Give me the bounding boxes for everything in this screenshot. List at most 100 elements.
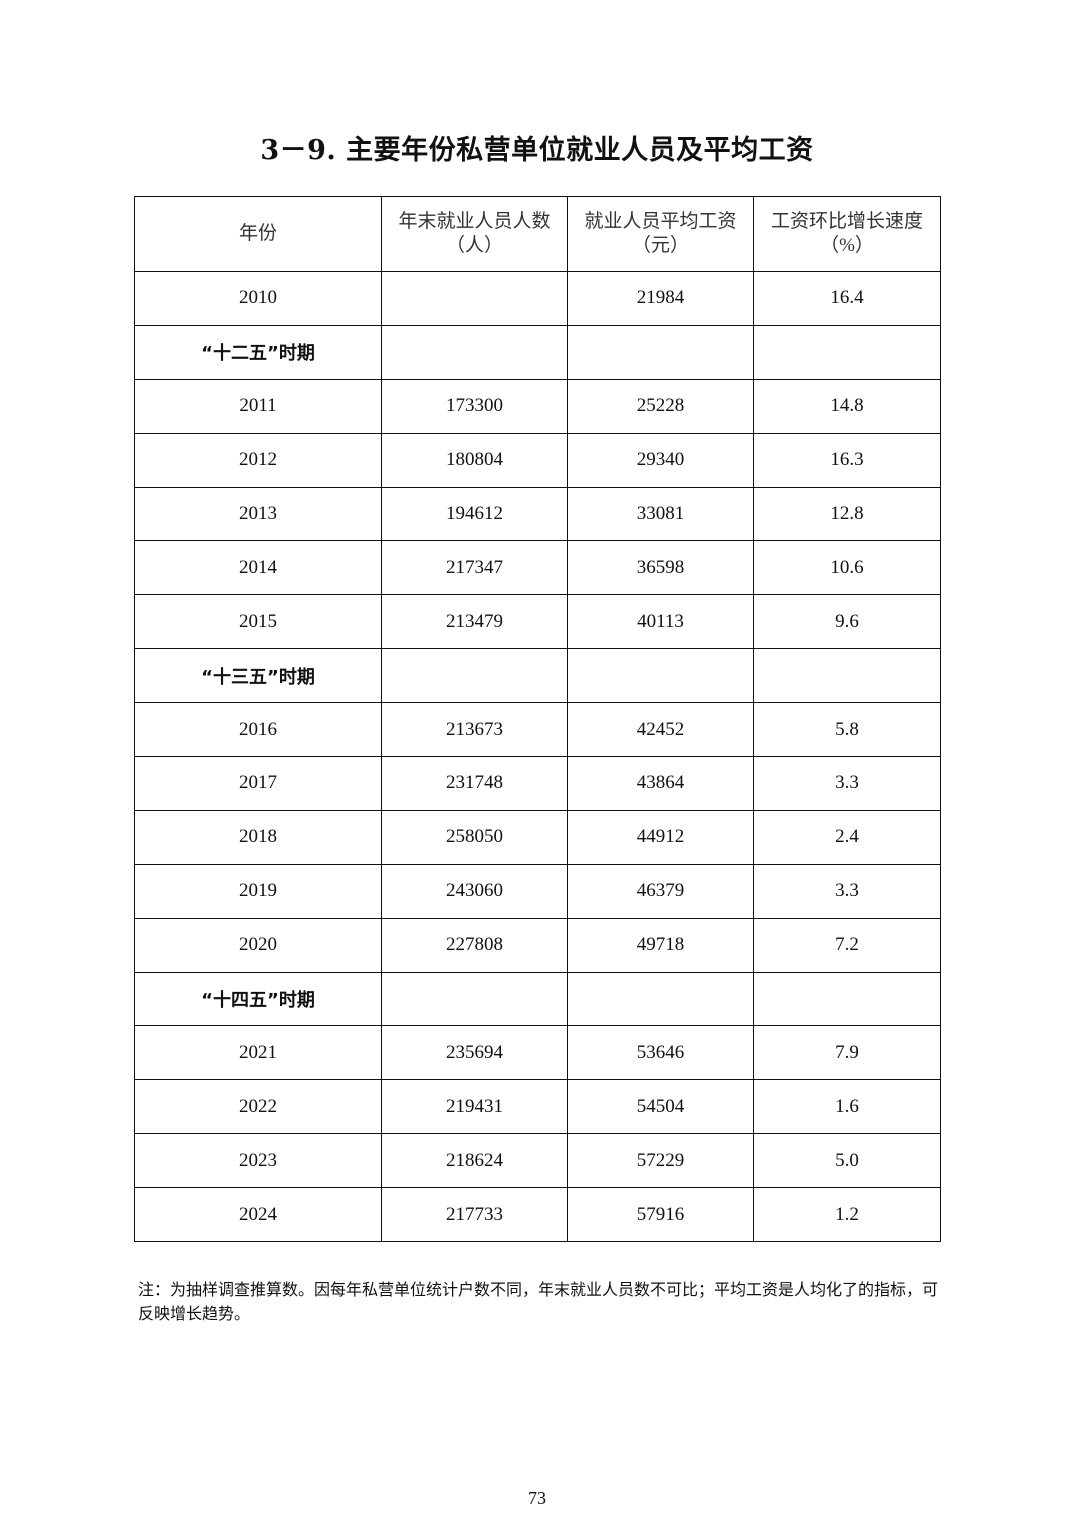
- cell-employees: 217733: [381, 1187, 568, 1243]
- header-label: 就业人员平均工资: [584, 211, 737, 232]
- period-label: “十二五”时期: [134, 324, 382, 380]
- cell-avg-wage: 21984: [567, 271, 754, 326]
- cell-employees: 258050: [381, 809, 568, 865]
- cell-year: 2016: [134, 702, 382, 758]
- table-row: 2020 227808 49718 7.2: [134, 917, 941, 973]
- cell-avg-wage: 57229: [567, 1133, 754, 1189]
- cell-growth: 10.6: [753, 540, 941, 596]
- cell-avg-wage: 57916: [567, 1187, 754, 1243]
- cell-avg-wage: 33081: [567, 486, 754, 542]
- data-table: 年份 年末就业人员人数 （人） 就业人员平均工资 （元） 工资环比增长速度 （%） 2…: [134, 196, 941, 1243]
- period-row: “十三五”时期: [134, 648, 941, 704]
- cell-year: 2024: [134, 1187, 382, 1243]
- page-number: 73: [528, 1488, 546, 1508]
- cell-avg-wage: [567, 971, 754, 1027]
- cell-employees: 213673: [381, 702, 568, 758]
- cell-growth: 3.3: [753, 756, 941, 811]
- header-label: 工资环比增长速度: [770, 211, 923, 232]
- cell-employees: [381, 271, 568, 326]
- table-row: 2017 231748 43864 3.3: [134, 756, 941, 811]
- cell-avg-wage: 40113: [567, 594, 754, 650]
- cell-growth: 2.4: [753, 809, 941, 865]
- cell-growth: 14.8: [753, 378, 941, 434]
- table-row: 2019 243060 46379 3.3: [134, 863, 941, 919]
- cell-growth: 5.0: [753, 1133, 941, 1189]
- page-title: 3－9. 主要年份私营单位就业人员及平均工资: [260, 135, 814, 166]
- cell-year: 2023: [134, 1133, 382, 1189]
- table-row: 2012 180804 29340 16.3: [134, 432, 941, 488]
- cell-year: 2021: [134, 1025, 382, 1081]
- cell-avg-wage: 36598: [567, 540, 754, 596]
- cell-growth: 5.8: [753, 702, 941, 758]
- period-label: “十三五”时期: [134, 648, 382, 704]
- cell-avg-wage: 53646: [567, 1025, 754, 1081]
- cell-growth: 16.3: [753, 432, 941, 488]
- cell-growth: 7.9: [753, 1025, 941, 1081]
- cell-avg-wage: 42452: [567, 702, 754, 758]
- table-row: 2024 217733 57916 1.2: [134, 1187, 941, 1243]
- cell-year: 2022: [134, 1079, 382, 1135]
- cell-year: 2013: [134, 486, 382, 542]
- cell-employees: 235694: [381, 1025, 568, 1081]
- cell-employees: [381, 648, 568, 704]
- cell-employees: 218624: [381, 1133, 568, 1189]
- period-row: “十四五”时期: [134, 971, 941, 1027]
- table-row: 2015 213479 40113 9.6: [134, 594, 941, 650]
- table-row: 2014 217347 36598 10.6: [134, 540, 941, 596]
- cell-growth: 3.3: [753, 863, 941, 919]
- cell-avg-wage: 49718: [567, 917, 754, 973]
- cell-growth: [753, 648, 941, 704]
- cell-employees: 213479: [381, 594, 568, 650]
- header-avg-wage: 就业人员平均工资 （元）: [567, 196, 754, 272]
- cell-avg-wage: 25228: [567, 378, 754, 434]
- cell-avg-wage: 29340: [567, 432, 754, 488]
- header-label: 年份: [238, 223, 277, 244]
- cell-year: 2014: [134, 540, 382, 596]
- cell-growth: [753, 971, 941, 1027]
- header-unit: （人）: [445, 235, 503, 256]
- table-row: 2021 235694 53646 7.9: [134, 1025, 941, 1081]
- cell-employees: 227808: [381, 917, 568, 973]
- table-row: 2023 218624 57229 5.0: [134, 1133, 941, 1189]
- cell-year: 2015: [134, 594, 382, 650]
- cell-year: 2020: [134, 917, 382, 973]
- cell-year: 2019: [134, 863, 382, 919]
- table-row: 2018 258050 44912 2.4: [134, 809, 941, 865]
- cell-year: 2010: [134, 271, 382, 326]
- cell-growth: 1.2: [753, 1187, 941, 1243]
- header-growth: 工资环比增长速度 （%）: [753, 196, 941, 272]
- table-row: 2010 21984 16.4: [134, 271, 941, 326]
- table-row: 2011 173300 25228 14.8: [134, 378, 941, 434]
- footnote: 注：为抽样调查推算数。因每年私营单位统计户数不同，年末就业人员数不可比；平均工资…: [138, 1280, 939, 1323]
- cell-employees: [381, 324, 568, 380]
- header-label: 年末就业人员人数: [398, 211, 551, 232]
- cell-avg-wage: 54504: [567, 1079, 754, 1135]
- table-row: 2013 194612 33081 12.8: [134, 486, 941, 542]
- header-unit: （元）: [631, 235, 689, 256]
- cell-avg-wage: 43864: [567, 756, 754, 811]
- cell-year: 2012: [134, 432, 382, 488]
- header-unit: （%）: [820, 235, 874, 256]
- cell-growth: [753, 324, 941, 380]
- period-label: “十四五”时期: [134, 971, 382, 1027]
- cell-growth: 16.4: [753, 271, 941, 326]
- cell-employees: 231748: [381, 756, 568, 811]
- cell-growth: 9.6: [753, 594, 941, 650]
- cell-growth: 1.6: [753, 1079, 941, 1135]
- cell-year: 2017: [134, 756, 382, 811]
- cell-year: 2018: [134, 809, 382, 865]
- cell-employees: 173300: [381, 378, 568, 434]
- cell-year: 2011: [134, 378, 382, 434]
- cell-employees: 180804: [381, 432, 568, 488]
- cell-avg-wage: 46379: [567, 863, 754, 919]
- cell-employees: [381, 971, 568, 1027]
- cell-avg-wage: [567, 648, 754, 704]
- header-employees: 年末就业人员人数 （人）: [381, 196, 568, 272]
- cell-employees: 217347: [381, 540, 568, 596]
- cell-employees: 219431: [381, 1079, 568, 1135]
- cell-employees: 194612: [381, 486, 568, 542]
- period-row: “十二五”时期: [134, 324, 941, 380]
- cell-growth: 12.8: [753, 486, 941, 542]
- table-row: 2022 219431 54504 1.6: [134, 1079, 941, 1135]
- table-row: 2016 213673 42452 5.8: [134, 702, 941, 758]
